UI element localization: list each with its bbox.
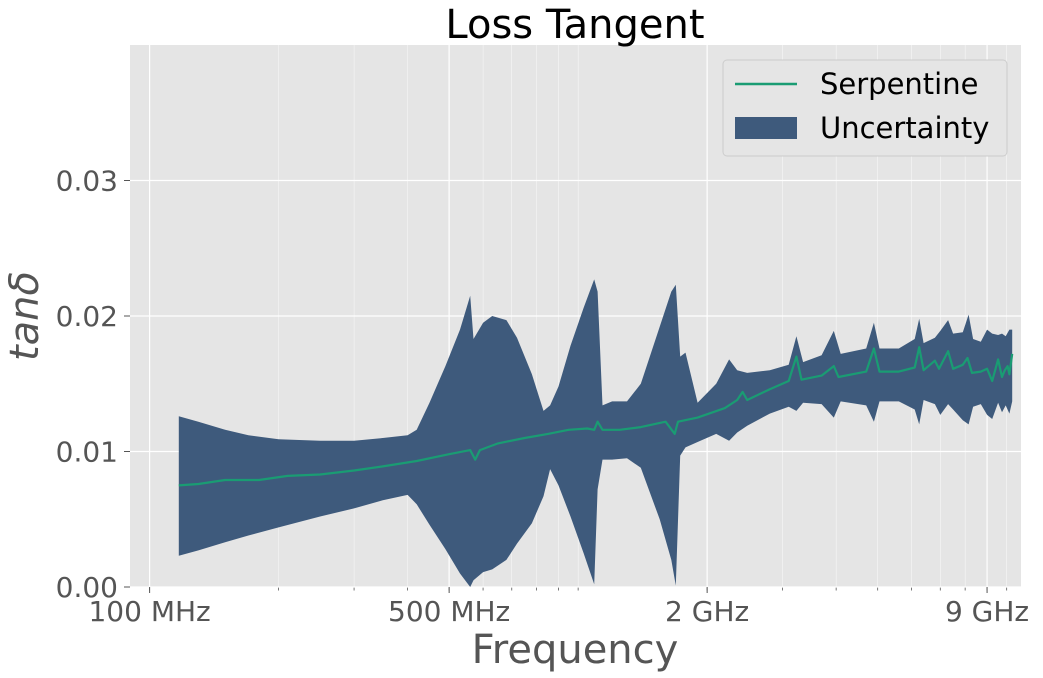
x-tick-label: 2 GHz [665, 595, 749, 628]
uncertainty-band-layer [178, 279, 1013, 587]
x-axis-ticks: 100 MHz 500 MHz 2 GHz 9 GHz [88, 587, 1029, 628]
y-tick-label: 0.03 [56, 165, 118, 198]
x-tick-label: 500 MHz [388, 595, 510, 628]
y-tick-label: 0.00 [56, 571, 118, 604]
uncertainty-band [178, 279, 1013, 587]
x-tick-label: 9 GHz [945, 595, 1029, 628]
y-tick-label: 0.02 [56, 300, 118, 333]
legend-uncertainty-swatch [735, 117, 797, 139]
x-axis-label: Frequency [472, 627, 679, 673]
legend-uncertainty-label: Uncertainty [820, 111, 989, 145]
y-axis-label: tanδ [2, 271, 48, 361]
y-tick-label: 0.01 [56, 436, 118, 469]
x-tick-label: 100 MHz [88, 595, 210, 628]
legend-serpentine-label: Serpentine [820, 67, 978, 101]
y-axis-ticks: 0.00 0.01 0.02 0.03 [56, 165, 130, 604]
serpentine-line-layer [178, 346, 1014, 487]
serpentine-line [178, 346, 1014, 487]
chart-title: Loss Tangent [445, 2, 704, 48]
legend: Serpentine Uncertainty [722, 59, 1008, 157]
